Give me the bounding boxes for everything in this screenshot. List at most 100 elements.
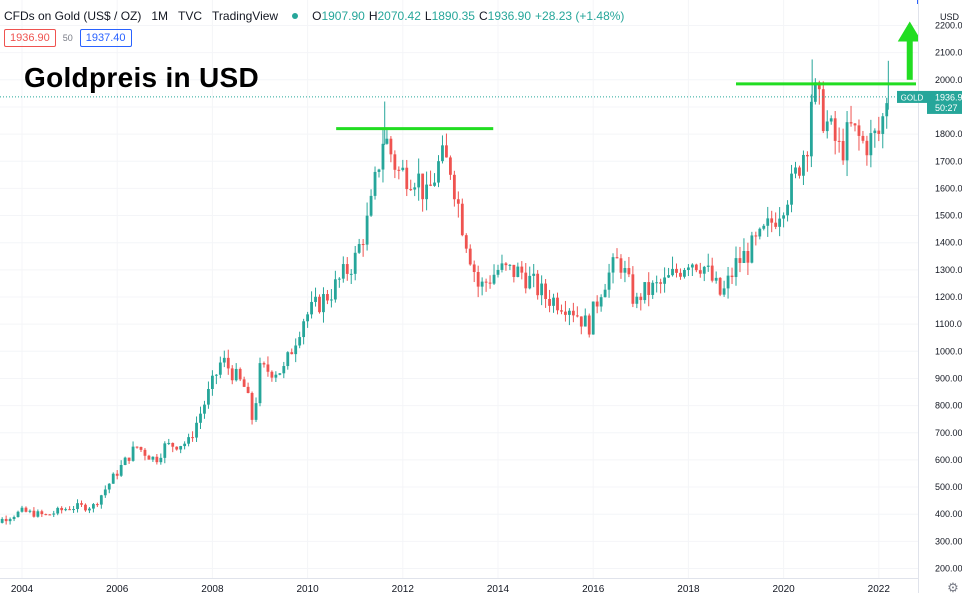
candle-up (568, 310, 571, 315)
candle-up (413, 187, 417, 190)
y-tick-label: 700.00 (935, 428, 962, 438)
x-tick-label: 2012 (392, 584, 415, 593)
candle-down (230, 368, 234, 381)
candle-down (659, 282, 663, 284)
candle-up (881, 116, 885, 134)
candle-up (274, 374, 278, 378)
symbol-name[interactable]: CFDs on Gold (US$ / OZ) (4, 9, 142, 23)
candle-up (663, 277, 666, 284)
candle-down (405, 167, 409, 190)
candle-down (837, 140, 841, 142)
candle-up (480, 281, 484, 287)
candle-down (536, 273, 540, 296)
sell-price-button[interactable]: 1936.90 (4, 29, 56, 47)
price-tag-value: 1936.9 (935, 92, 962, 102)
candle-up (222, 357, 226, 363)
candle-down (48, 514, 52, 516)
candle-up (655, 282, 659, 284)
candle-down (460, 203, 464, 236)
candle-down (147, 455, 151, 460)
candle-down (631, 274, 635, 304)
candle-down (833, 118, 837, 141)
candle-up (790, 173, 793, 205)
candle-down (44, 514, 48, 516)
candle-down (171, 442, 175, 447)
candle-up (734, 258, 738, 278)
grid-lines (0, 0, 918, 578)
candle-down (68, 509, 71, 511)
candle-down (587, 315, 591, 335)
candle-up (302, 321, 306, 338)
candle-up (52, 513, 56, 515)
low-label: L (424, 9, 432, 23)
candle-up (508, 264, 512, 266)
overlay (0, 21, 922, 131)
candle-up (373, 171, 377, 196)
candle-up (20, 507, 24, 512)
y-tick-label: 1100.0 (935, 319, 962, 329)
y-tick-label: 2000.0 (935, 75, 962, 85)
candle-up (151, 456, 155, 460)
candle-up (163, 443, 167, 458)
candle-up (683, 269, 686, 277)
candle-up (159, 457, 163, 463)
candle-up (199, 413, 202, 423)
candle-up (203, 404, 206, 414)
candle-up (635, 296, 639, 304)
candle-down (421, 173, 425, 200)
candle-down (615, 257, 619, 259)
y-tick-label: 2100.0 (935, 48, 962, 58)
candle-down (770, 218, 774, 223)
candle-down (698, 270, 702, 274)
candle-down (175, 446, 179, 450)
candle-down (84, 504, 87, 511)
interval[interactable]: 1M (151, 9, 169, 23)
candle-down (115, 473, 119, 476)
candle-down (4, 518, 8, 522)
y-tick-label: 300.00 (935, 536, 962, 546)
candle-up (56, 507, 60, 514)
candle-down (488, 282, 492, 284)
y-tick-label: 1500.0 (935, 211, 962, 221)
symbol-header[interactable]: CFDs on Gold (US$ / OZ) 1M TVC TradingVi… (4, 9, 624, 23)
candle-down (821, 89, 825, 132)
candle-down (345, 264, 349, 274)
candle-up (92, 504, 95, 509)
candle-down (445, 145, 448, 158)
candle-down (226, 357, 230, 369)
candle-down (40, 511, 44, 515)
candle-up (722, 288, 726, 295)
candle-up (16, 511, 20, 518)
candle-down (476, 272, 480, 287)
y-tick-label: 600.00 (935, 455, 962, 465)
candle-down (95, 504, 99, 506)
candle-up (643, 282, 647, 301)
candle-down (409, 189, 413, 191)
candle-down (861, 135, 865, 141)
buy-price-button[interactable]: 1937.40 (79, 29, 132, 47)
candle-down (290, 352, 294, 355)
candle-up (758, 228, 762, 237)
candle-down (619, 258, 623, 273)
candle-down (389, 138, 393, 155)
candle-down (556, 297, 559, 311)
candle-up (385, 138, 389, 144)
y-tick-label: 1300.0 (935, 265, 962, 275)
candle-up (0, 518, 4, 523)
candle-up (298, 337, 302, 346)
candle-down (746, 250, 750, 263)
candle-up (401, 167, 405, 171)
candle-up (690, 264, 694, 268)
candle-down (318, 296, 321, 313)
candle-up (195, 422, 198, 438)
y-tick-label: 400.00 (935, 509, 962, 519)
candle-up (119, 464, 123, 476)
candle-down (80, 503, 83, 505)
candle-down (250, 393, 254, 420)
candle-down (246, 386, 250, 394)
candle-up (433, 182, 436, 186)
candle-up (330, 299, 333, 301)
candle-up (516, 266, 520, 277)
